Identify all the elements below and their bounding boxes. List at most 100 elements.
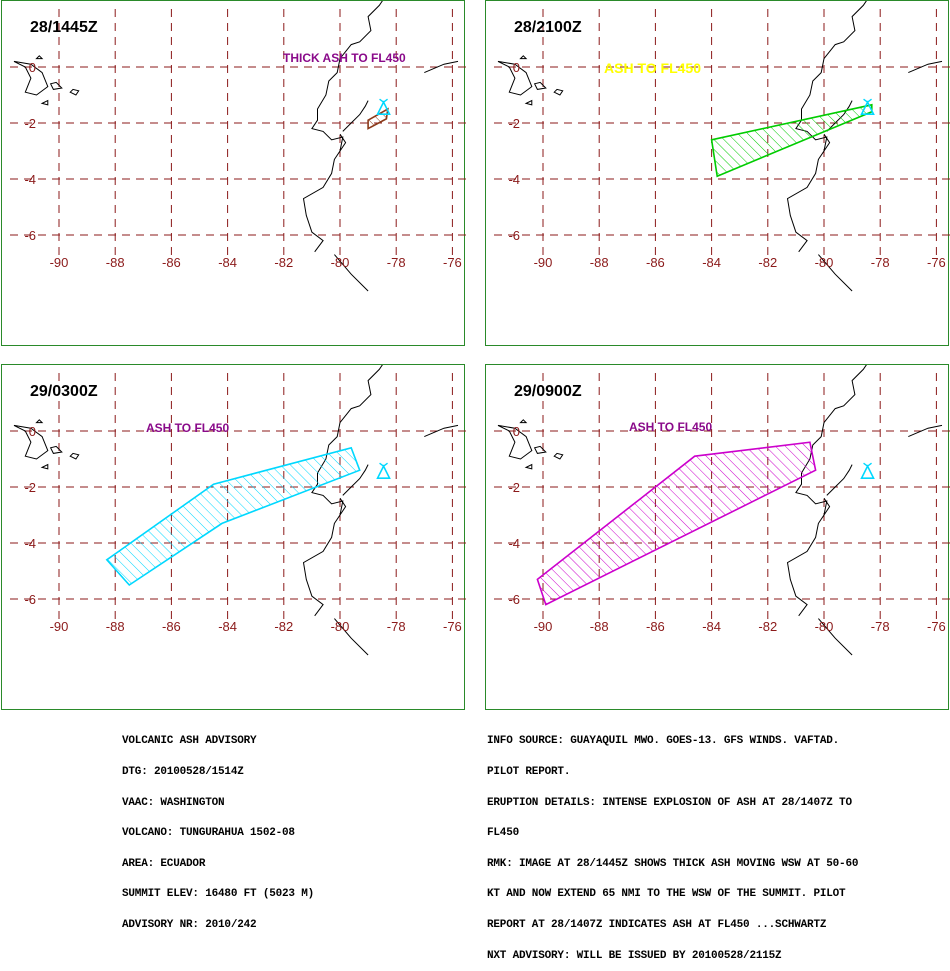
advisory-line: VOLCANO: TUNGURAHUA 1502-08 [122, 827, 295, 840]
lon-tick-label: -88 [106, 619, 125, 634]
galapagos-island [519, 55, 528, 60]
advisory-line: ERUPTION DETAILS: INTENSE EXPLOSION OF A… [487, 796, 852, 809]
map-panel-1: -90 -88 -86 -84 -82 -80 -78 -76 0 -2 -4 -6 28/1445Z… [1, 0, 466, 346]
lon-tick-label: -88 [590, 255, 609, 270]
advisory-line: SUMMIT ELEV: 16480 FT (5023 M) [122, 888, 315, 901]
advisory-header: VOLCANIC ASH ADVISORY DTG: 20100528/1514… [122, 716, 314, 940]
ash-label: ASH TO FL450 [604, 60, 701, 76]
lat-tick-label: -6 [24, 228, 36, 243]
advisory-line: RMK: IMAGE AT 28/1445Z SHOWS THICK ASH M… [487, 857, 859, 870]
advisory-line: REPORT AT 28/1407Z INDICATES ASH AT FL45… [487, 919, 827, 932]
lon-tick-label: -84 [702, 255, 721, 270]
coastline [818, 618, 853, 656]
coastline [818, 254, 853, 292]
lon-tick-label: -80 [331, 255, 350, 270]
lon-tick-label: -88 [106, 255, 125, 270]
lon-tick-label: -86 [646, 255, 665, 270]
panel-time: 29/0900Z [514, 383, 582, 400]
coastline [339, 133, 347, 152]
lon-tick-label: -76 [927, 255, 946, 270]
advisory-line: INFO SOURCE: GUAYAQUIL MWO. GOES-13. GFS… [487, 735, 840, 748]
ash-cloud-polygon [105, 446, 361, 587]
lat-tick-label: 0 [29, 60, 36, 75]
lon-tick-label: -82 [274, 255, 293, 270]
galapagos-island [35, 419, 44, 424]
ash-cloud-polygon [710, 103, 873, 178]
advisory-line: ADVISORY NR: 2010/242 [122, 919, 257, 932]
galapagos-island [69, 452, 80, 460]
map-canvas: -90 -88 -86 -84 -82 -80 -78 -76 0 -2 -4 -6 [10, 365, 466, 656]
galapagos-island [519, 419, 528, 424]
coastline [908, 424, 943, 438]
lon-tick-label: -86 [162, 619, 181, 634]
map-canvas: -90 -88 -86 -84 -82 -80 -78 -76 0 -2 -4 -6 [10, 1, 466, 292]
lat-tick-label: 0 [29, 424, 36, 439]
volcano-icon [860, 462, 875, 479]
ash-label: ASH TO FL450 [146, 421, 230, 435]
map-panel-4: -90 -88 -86 -84 -82 -80 -78 -76 0 -2 -4 -6 29/0900Z… [485, 364, 950, 710]
lon-tick-label: -82 [274, 619, 293, 634]
coastline [334, 618, 369, 656]
lat-tick-label: -6 [508, 592, 520, 607]
galapagos-island [533, 445, 547, 454]
galapagos-island [533, 81, 547, 90]
lon-tick-label: -76 [443, 255, 462, 270]
lat-tick-label: -6 [508, 228, 520, 243]
galapagos-island [524, 99, 533, 106]
lon-tick-label: -90 [534, 619, 553, 634]
coastline [424, 424, 459, 438]
lon-tick-label: -88 [590, 619, 609, 634]
coastline [302, 1, 383, 253]
lon-tick-label: -84 [218, 255, 237, 270]
lat-tick-label: 0 [513, 60, 520, 75]
lon-tick-label: -84 [702, 619, 721, 634]
lat-tick-label: -2 [508, 480, 520, 495]
lon-tick-label: -90 [534, 255, 553, 270]
coastline [826, 464, 853, 496]
map-canvas: -90 -88 -86 -84 -82 -80 -78 -76 0 -2 -4 -6 [494, 365, 950, 656]
galapagos-island [49, 445, 63, 454]
lon-tick-label: -82 [758, 255, 777, 270]
galapagos-island [553, 88, 564, 96]
lon-tick-label: -78 [387, 619, 406, 634]
lon-tick-label: -76 [443, 619, 462, 634]
galapagos-island [49, 81, 63, 90]
lon-tick-label: -90 [50, 619, 69, 634]
ash-cloud-polygon [536, 441, 817, 606]
advisory-details: INFO SOURCE: GUAYAQUIL MWO. GOES-13. GFS… [487, 716, 858, 971]
coastline [424, 60, 459, 74]
advisory-line: PILOT REPORT. [487, 766, 571, 779]
galapagos-island [553, 452, 564, 460]
coastline [823, 133, 831, 152]
galapagos-island [35, 55, 44, 60]
lat-tick-label: -6 [24, 592, 36, 607]
advisory-line: DTG: 20100528/1514Z [122, 766, 244, 779]
coastline [342, 464, 369, 496]
lon-tick-label: -78 [871, 619, 890, 634]
advisory-line: KT AND NOW EXTEND 65 NMI TO THE WSW OF T… [487, 888, 846, 901]
advisory-line: VOLCANIC ASH ADVISORY [122, 735, 257, 748]
advisory-line: AREA: ECUADOR [122, 857, 206, 870]
lon-tick-label: -80 [815, 255, 834, 270]
lat-tick-label: -4 [508, 536, 520, 551]
ash-label: ASH TO FL450 [629, 420, 713, 434]
lat-tick-label: -2 [24, 116, 36, 131]
lon-tick-label: -86 [646, 619, 665, 634]
galapagos-island [497, 424, 533, 460]
panel-time: 28/2100Z [514, 19, 582, 36]
coastline [786, 365, 867, 617]
galapagos-island [69, 88, 80, 96]
volcano-icon [860, 98, 875, 115]
lat-tick-label: -2 [24, 480, 36, 495]
advisory-line: NXT ADVISORY: WILL BE ISSUED BY 20100528… [487, 949, 782, 962]
lon-tick-label: -80 [331, 619, 350, 634]
coastline [334, 254, 369, 292]
volcano-icon [376, 462, 391, 479]
lon-tick-label: -90 [50, 255, 69, 270]
coastline [823, 497, 831, 516]
galapagos-island [13, 424, 49, 460]
panel-time: 29/0300Z [30, 383, 98, 400]
coastline [302, 365, 383, 617]
lat-tick-label: -4 [24, 536, 36, 551]
galapagos-island [13, 60, 49, 96]
